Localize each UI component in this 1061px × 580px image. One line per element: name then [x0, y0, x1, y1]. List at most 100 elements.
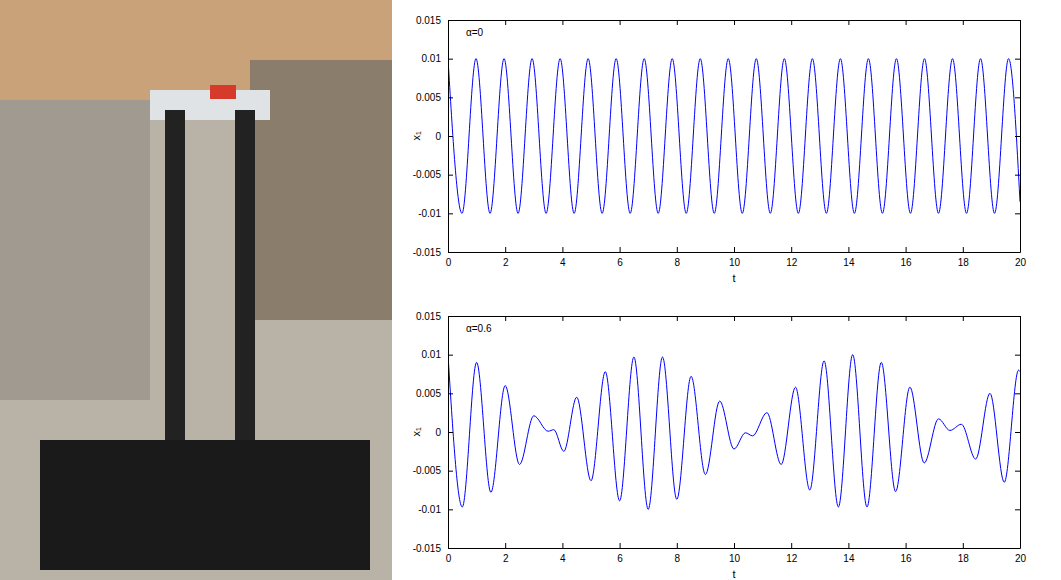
- tick: 16: [901, 543, 913, 564]
- axis: 02468101214161820: [446, 247, 1027, 268]
- axis: 02468101214161820: [446, 543, 1027, 564]
- tick-mark: [1015, 393, 1020, 394]
- photo-valve: [210, 85, 236, 99]
- tick: 0.015: [416, 311, 453, 322]
- tick-mark: [448, 393, 453, 394]
- tick-label: 0.005: [416, 92, 441, 103]
- tick-mark: [791, 316, 792, 321]
- tick-mark: [448, 509, 453, 510]
- tick-mark: [448, 432, 453, 433]
- tick-label: 2: [503, 257, 509, 268]
- tick-mark: [448, 136, 453, 137]
- tick: [734, 20, 735, 25]
- tick: 0.005: [416, 388, 453, 399]
- tick-mark: [562, 20, 563, 25]
- tick-mark: [1015, 252, 1020, 253]
- axis-line: [449, 548, 1021, 549]
- tick-label: 6: [617, 553, 623, 564]
- tick-label: -0.015: [413, 247, 442, 258]
- tick-label: 4: [560, 553, 566, 564]
- photo-desk: [250, 60, 392, 320]
- tick-mark: [906, 20, 907, 25]
- tick: [848, 20, 849, 25]
- tick: [791, 316, 792, 321]
- tick: 18: [958, 247, 970, 268]
- tick-mark: [906, 247, 907, 252]
- photo-post: [165, 110, 185, 470]
- tick-mark: [848, 316, 849, 321]
- tick-label: 16: [901, 553, 913, 564]
- photo-cabinet: [0, 100, 150, 400]
- tick: [505, 20, 506, 25]
- tick-mark: [1015, 316, 1020, 317]
- tick: [1015, 136, 1020, 137]
- data-line: [448, 355, 1020, 510]
- tick: 0.005: [416, 92, 453, 103]
- tick-label: -0.01: [418, 208, 441, 219]
- tick: 0.01: [422, 349, 453, 360]
- annotation: α=0.6: [466, 323, 492, 334]
- tick-mark: [562, 316, 563, 321]
- tick-mark: [848, 543, 849, 548]
- tick: [677, 316, 678, 321]
- tick-mark: [677, 247, 678, 252]
- marks: [448, 355, 1020, 510]
- tick-label: 0.015: [416, 311, 441, 322]
- tick: -0.005: [413, 169, 453, 180]
- photo: [0, 0, 392, 580]
- tick: 4: [560, 247, 566, 268]
- tick: [677, 20, 678, 25]
- tick: 0: [435, 131, 453, 142]
- data-line: [448, 59, 1020, 214]
- tick-mark: [505, 247, 506, 252]
- tick-mark: [1015, 471, 1020, 472]
- tick: [963, 316, 964, 321]
- tick-label: 8: [675, 553, 681, 564]
- tick: 12: [786, 247, 798, 268]
- tick: 18: [958, 543, 970, 564]
- tick-mark: [562, 247, 563, 252]
- tick-mark: [963, 543, 964, 548]
- tick: [1015, 316, 1020, 317]
- tick-mark: [448, 213, 453, 214]
- photo-background: [0, 0, 392, 580]
- tick-mark: [734, 20, 735, 25]
- tick: [906, 20, 907, 25]
- tick-mark: [448, 316, 453, 317]
- tick: 4: [560, 543, 566, 564]
- tick-mark: [677, 316, 678, 321]
- tick: 6: [617, 543, 623, 564]
- tick-mark: [620, 247, 621, 252]
- tick: 14: [843, 543, 855, 564]
- tick-mark: [448, 252, 453, 253]
- y-axis-title: x₁: [410, 131, 422, 141]
- tick-mark: [1015, 509, 1020, 510]
- tick-label: 20: [1015, 553, 1027, 564]
- tick-label: 6: [617, 257, 623, 268]
- tick-mark: [848, 20, 849, 25]
- panel: 02468101214161820-0.015-0.01-0.00500.005…: [410, 15, 1026, 284]
- tick-mark: [505, 20, 506, 25]
- marks: [448, 59, 1020, 214]
- axis: [1015, 317, 1021, 549]
- tick-mark: [734, 543, 735, 548]
- tick-mark: [448, 471, 453, 472]
- tick: [1015, 97, 1020, 98]
- tick: 0.01: [422, 53, 453, 64]
- plot-area: [448, 316, 1020, 548]
- photo-base: [40, 440, 370, 570]
- tick-label: 0.015: [416, 15, 441, 26]
- tick-label: 0: [435, 131, 441, 142]
- tick-label: 16: [901, 257, 913, 268]
- tick-label: 14: [843, 553, 855, 564]
- tick: -0.01: [418, 208, 453, 219]
- tick-mark: [448, 20, 453, 21]
- tick-mark: [677, 543, 678, 548]
- tick: 0: [435, 427, 453, 438]
- tick-mark: [448, 175, 453, 176]
- annotation: α=0: [466, 27, 484, 38]
- axis: [449, 316, 1021, 321]
- tick-label: 2: [503, 553, 509, 564]
- tick: [1015, 175, 1020, 176]
- tick-label: 0: [446, 553, 452, 564]
